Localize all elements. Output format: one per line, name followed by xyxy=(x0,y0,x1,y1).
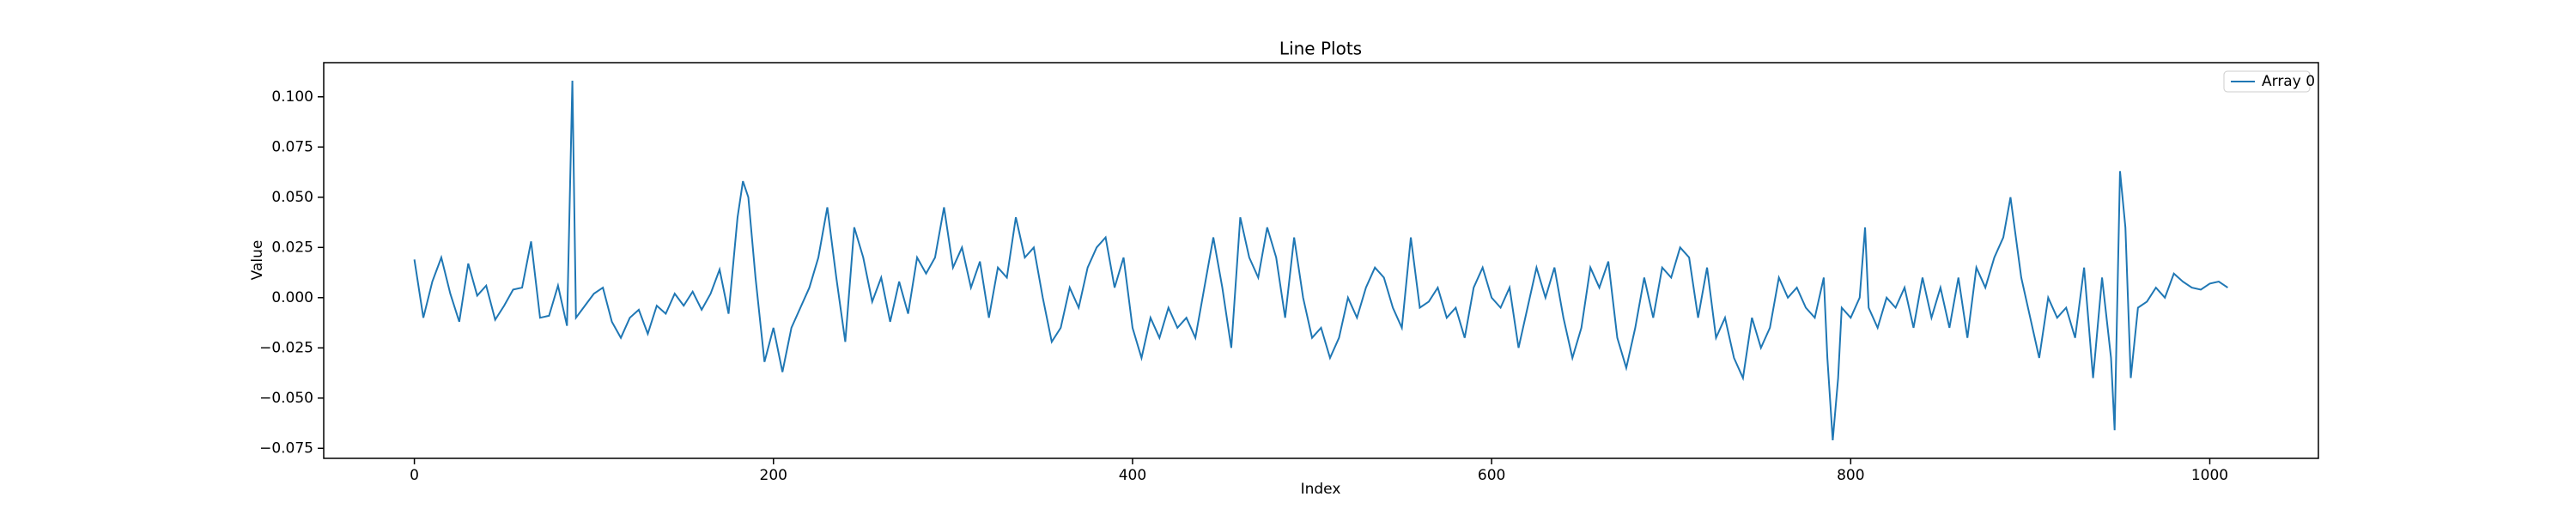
y-tick-label: 0.000 xyxy=(271,289,313,306)
legend-box xyxy=(2223,70,2311,93)
x-tick-label: 1000 xyxy=(2191,467,2228,484)
plot-frame xyxy=(323,62,2319,459)
data-line xyxy=(413,81,2228,441)
x-tick-label: 600 xyxy=(1478,467,1505,484)
y-tick-label: −0.025 xyxy=(259,339,313,356)
y-tick-label: 0.100 xyxy=(271,88,313,106)
y-tick-label: 0.075 xyxy=(271,138,313,155)
x-tick-label: 800 xyxy=(1837,467,1864,484)
y-tick-label: 0.025 xyxy=(271,239,313,256)
chart-title: Line Plots xyxy=(1279,39,1362,59)
y-tick-label: −0.075 xyxy=(259,439,313,457)
legend-label: Array 0 xyxy=(2262,73,2315,90)
y-tick-label: 0.050 xyxy=(271,189,313,206)
x-axis-label: Index xyxy=(1301,481,1341,498)
x-tick-label: 0 xyxy=(410,467,419,484)
y-axis-label: Value xyxy=(249,240,266,281)
x-tick-label: 200 xyxy=(760,467,787,484)
x-tick-label: 400 xyxy=(1119,467,1146,484)
y-tick-label: −0.050 xyxy=(259,390,313,407)
